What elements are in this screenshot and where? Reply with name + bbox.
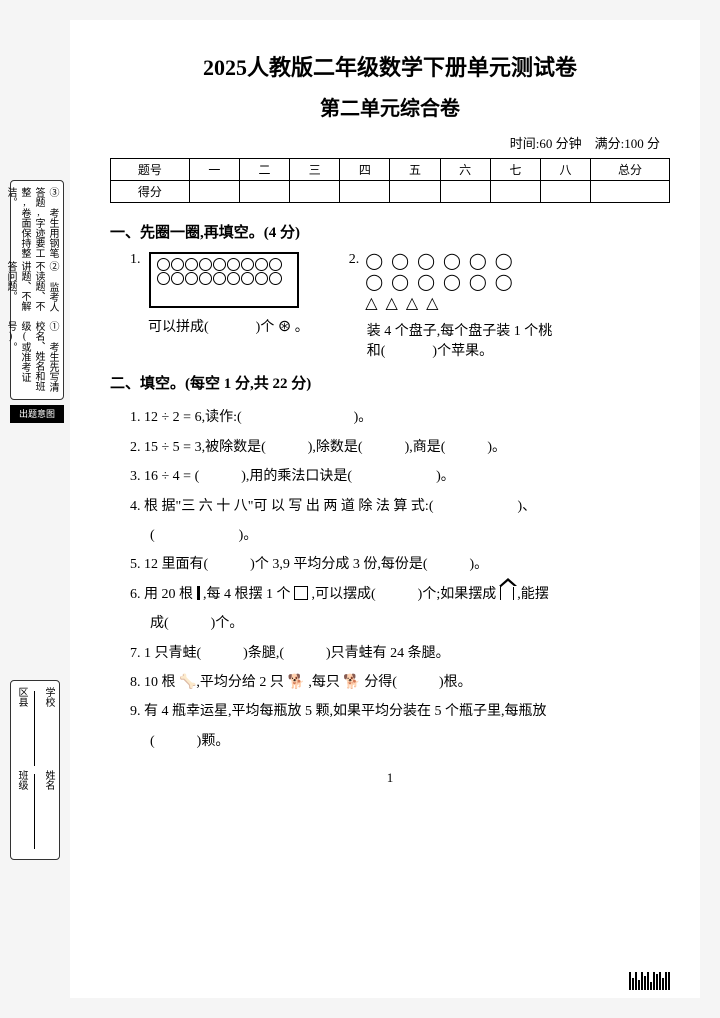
square-icon xyxy=(294,586,308,600)
circle-box xyxy=(149,252,299,308)
label-district: 区县 xyxy=(14,687,28,770)
score-table: 题号 一 二 三 四 五 六 七 八 总分 得分 xyxy=(110,158,670,203)
q1-text: 。 xyxy=(295,320,309,335)
question-2-4a: 4. 根 据"三 六 十 八"可 以 写 出 两 道 除 法 算 式:( )、 xyxy=(130,492,670,521)
score-header-cell: 四 xyxy=(340,159,390,181)
exam-page: 2025人教版二年级数学下册单元测试卷 第二单元综合卷 时间:60 分钟 满分:… xyxy=(70,20,700,998)
q6-text: ,可以摆成( )个;如果摆成 xyxy=(312,587,500,602)
q8-text: 分得( )根。 xyxy=(364,675,471,690)
intent-tab: 出题意图 xyxy=(10,405,64,423)
dog-icon: 🐕 xyxy=(287,675,304,690)
q1-number: 1. xyxy=(130,252,141,268)
fruit-icons: ◯ ◯ ◯ ◯ ◯ ◯ ◯ ◯ ◯ ◯ ◯ ◯ △ △ △ △ xyxy=(365,252,514,314)
score-header-row: 题号 一 二 三 四 五 六 七 八 总分 xyxy=(111,159,670,181)
question-2-6: 6. 用 20 根 ,每 4 根摆 1 个 ,可以摆成( )个;如果摆成 ,能摆 xyxy=(130,580,670,609)
question-2-7: 7. 1 只青蛙( )条腿,( )只青蛙有 24 条腿。 xyxy=(130,639,670,668)
score-header-cell: 五 xyxy=(390,159,440,181)
score-header-cell: 八 xyxy=(540,159,590,181)
question-2-4b: ( )。 xyxy=(150,521,670,550)
label-school: 学校 xyxy=(41,687,55,770)
q6-text: 6. 用 20 根 xyxy=(130,587,197,602)
q2-text: 和( xyxy=(367,344,386,359)
instruction-line: ③ 考生用钢笔答题,字迹要工整,卷面保持整洁。 xyxy=(15,187,59,259)
pentagon-icon xyxy=(500,586,514,600)
score-header-cell: 三 xyxy=(290,159,340,181)
question-1: 1. 可以拼成( )个 ⊛ 。 xyxy=(130,252,309,336)
q2-number: 2. xyxy=(349,252,360,314)
score-value-row: 得分 xyxy=(111,181,670,203)
time-score-meta: 时间:60 分钟 满分:100 分 xyxy=(110,133,670,152)
score-row-label: 得分 xyxy=(111,181,190,203)
question-2-2: 2. 15 ÷ 5 = 3,被除数是( ),除数是( ),商是( )。 xyxy=(130,433,670,462)
barcode-icon xyxy=(629,970,670,990)
main-title: 2025人教版二年级数学下册单元测试卷 xyxy=(110,50,670,82)
q2-text: )个苹果。 xyxy=(432,344,493,359)
dog-icon: 🐕 xyxy=(343,675,360,690)
section-2-head: 二、填空。(每空 1 分,共 22 分) xyxy=(110,372,670,393)
instruction-line: ① 考生先写清校名、姓名和班级(或准考证号)。 xyxy=(15,321,59,393)
section-1-head: 一、先圈一圈,再填空。(4 分) xyxy=(110,221,670,242)
score-header-cell: 一 xyxy=(189,159,239,181)
sub-title: 第二单元综合卷 xyxy=(110,92,670,121)
score-header-cell: 题号 xyxy=(111,159,190,181)
question-2-9b: ( )颗。 xyxy=(150,727,670,756)
q1-text: 可以拼成( xyxy=(148,320,209,335)
q8-text: 8. 10 根 🦴,平均分给 2 只 xyxy=(130,675,287,690)
score-header-cell: 二 xyxy=(239,159,289,181)
question-2-6b: 成( )个。 xyxy=(150,609,670,638)
instructions-tab: ③ 考生用钢笔答题,字迹要工整,卷面保持整洁。 ② 监考人不读题、不讲题、不解答… xyxy=(10,180,64,400)
score-header-cell: 总分 xyxy=(591,159,670,181)
q8-text: ,每只 xyxy=(308,675,343,690)
q2-text: 装 4 个盘子,每个盘子装 1 个桃 xyxy=(367,320,553,340)
page-number: 1 xyxy=(110,770,670,786)
question-2-5: 5. 12 里面有( )个 3,9 平均分成 3 份,每份是( )。 xyxy=(130,550,670,579)
question-2-1: 1. 12 ÷ 2 = 6,读作:( )。 xyxy=(130,403,670,432)
label-name: 姓名 xyxy=(41,770,55,853)
cluster-icon: ⊛ xyxy=(278,318,291,335)
question-2-9a: 9. 有 4 瓶幸运星,平均每瓶放 5 颗,如果平均分装在 5 个瓶子里,每瓶放 xyxy=(130,697,670,726)
q6-text: ,每 4 根摆 1 个 xyxy=(203,587,294,602)
label-class: 班级 xyxy=(14,770,28,853)
section-1-questions: 1. 可以拼成( )个 ⊛ 。 2. ◯ ◯ ◯ ◯ ◯ ◯ ◯ ◯ ◯ ◯ ◯… xyxy=(130,252,670,360)
instruction-line: ② 监考人不读题、不讲题、不解答问题。 xyxy=(15,261,59,320)
q6-text: ,能摆 xyxy=(517,587,549,602)
score-header-cell: 七 xyxy=(490,159,540,181)
question-2-3: 3. 16 ÷ 4 = ( ),用的乘法口诀是( )。 xyxy=(130,462,670,491)
student-info-tab: 学校 区县 姓名 班级 xyxy=(10,680,60,860)
stick-icon xyxy=(197,586,200,600)
question-2-8: 8. 10 根 🦴,平均分给 2 只 🐕 ,每只 🐕 分得( )根。 xyxy=(130,668,670,697)
score-header-cell: 六 xyxy=(440,159,490,181)
q1-text: )个 xyxy=(256,320,275,335)
question-2: 2. ◯ ◯ ◯ ◯ ◯ ◯ ◯ ◯ ◯ ◯ ◯ ◯ △ △ △ △ 装 4 个… xyxy=(349,252,553,360)
